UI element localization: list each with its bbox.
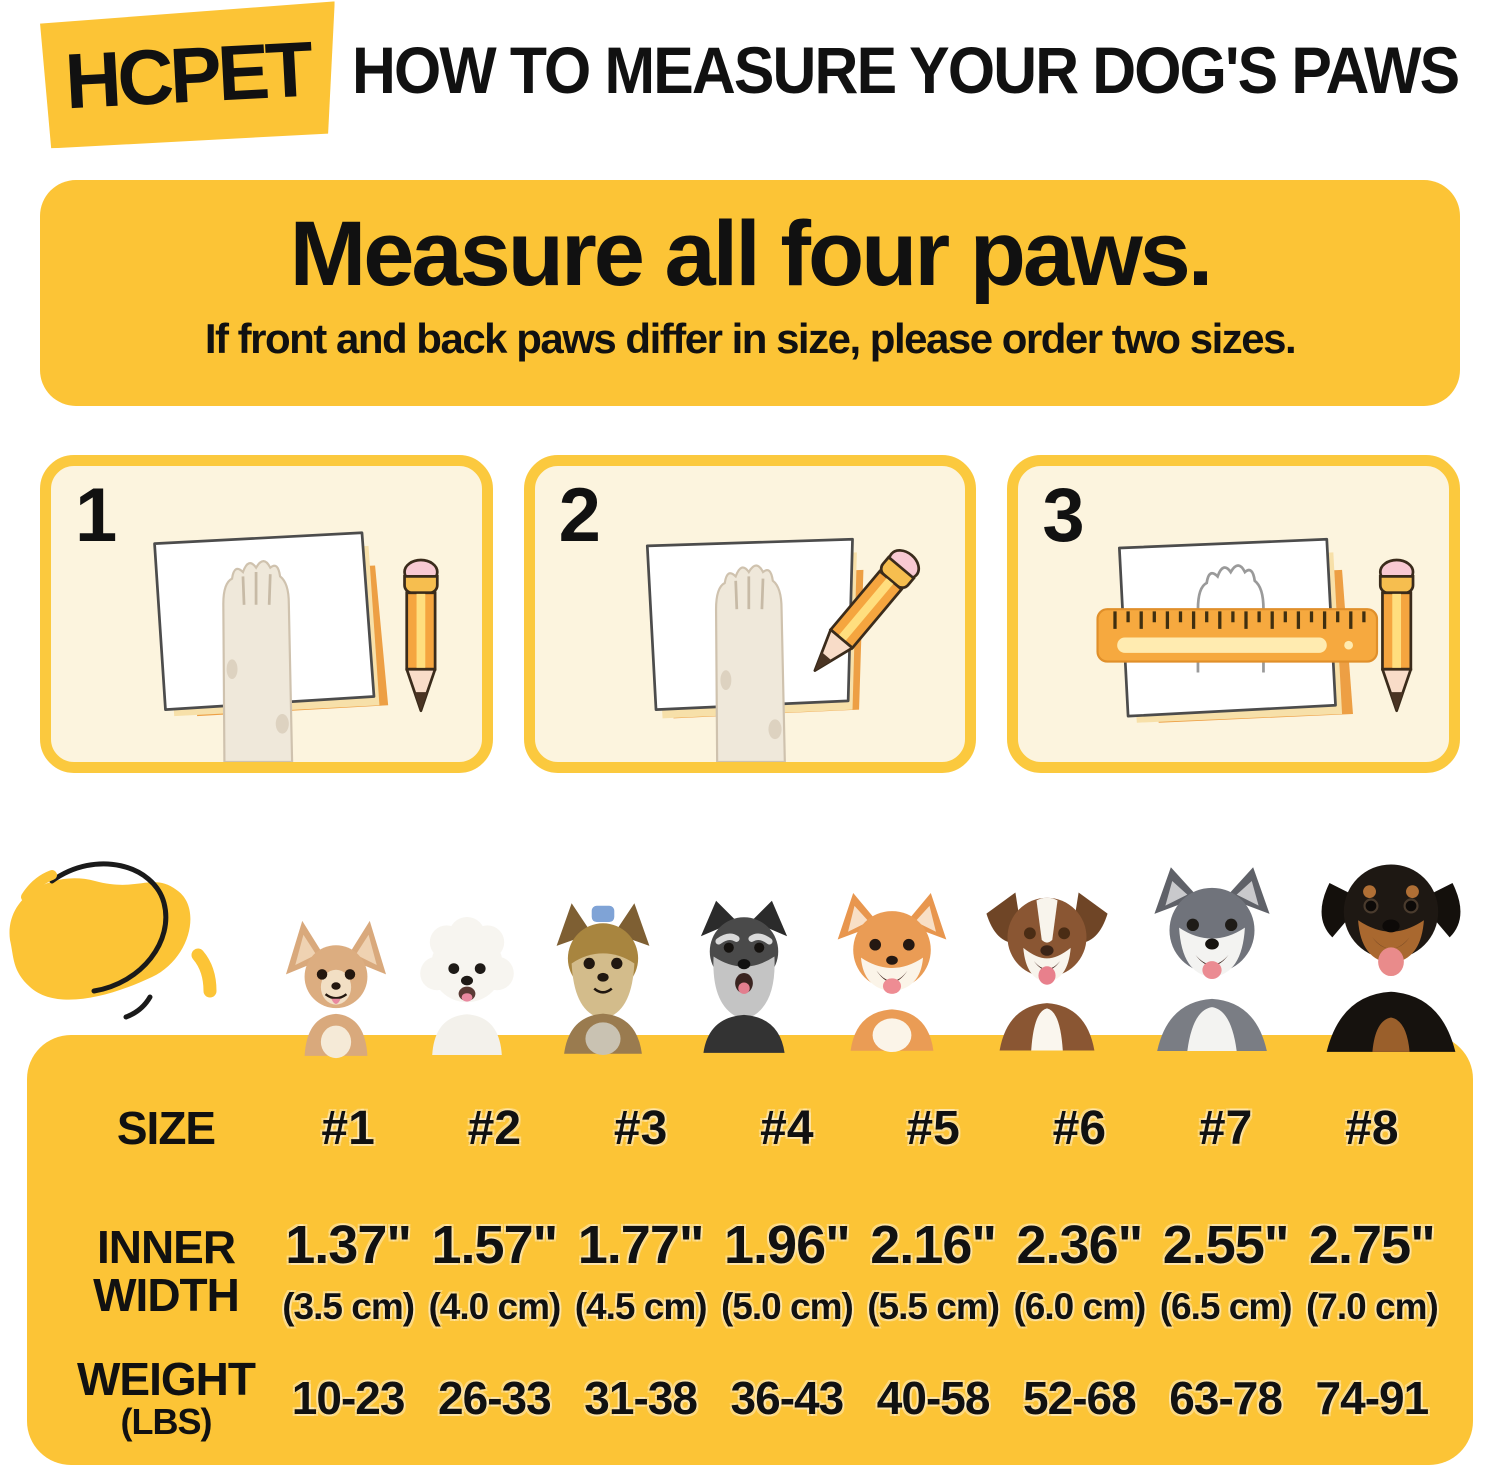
inner-width-row-label: INNER WIDTH	[93, 1220, 240, 1321]
pencil-icon	[403, 558, 439, 713]
inner-width-value: 2.75" (7.0 cm)	[1305, 1215, 1439, 1327]
weight-value: 10-23	[291, 1372, 406, 1425]
size-value: #1	[321, 1101, 375, 1155]
step-number: 3	[1042, 473, 1085, 558]
size-value: #4	[760, 1101, 814, 1155]
weight-row-label: WEIGHT (LBS)	[77, 1353, 256, 1443]
step-number: 1	[75, 473, 118, 558]
weight-value: 26-33	[438, 1372, 552, 1425]
inner-width-value: 1.37" (3.5 cm)	[282, 1215, 415, 1327]
dog-rottweiler-icon	[1321, 864, 1461, 1052]
size-value: #5	[906, 1101, 960, 1155]
dog-miniature-schnauzer-icon	[701, 900, 788, 1053]
swoosh-decoration-icon	[9, 861, 217, 1020]
weight-value: 36-43	[730, 1372, 845, 1425]
dog-shiba-inu-icon	[837, 893, 946, 1053]
banner-subheading: If front and back paws differ in size, p…	[204, 315, 1297, 362]
tracing-paw-illustration	[645, 537, 920, 762]
size-value: #8	[1345, 1101, 1399, 1155]
step-card-3: 3	[1007, 455, 1461, 773]
weight-value: 63-78	[1169, 1372, 1283, 1425]
inner-width-value: 1.77" (4.5 cm)	[574, 1215, 708, 1327]
measure-steps: 1	[40, 455, 1461, 773]
dog-breeds-lineup	[272, 828, 1484, 1062]
paw-outline-icon	[1196, 564, 1266, 673]
dog-alaskan-malamute-icon	[1154, 867, 1270, 1051]
dog-chihuahua-icon	[285, 920, 387, 1059]
ruler-measuring-illustration	[1096, 537, 1415, 723]
size-value: #3	[613, 1101, 668, 1155]
size-value: #2	[467, 1101, 522, 1155]
page-title: HOW TO MEASURE YOUR DOG'S PAWS	[352, 33, 1460, 107]
dog-australian-shepherd-icon	[986, 892, 1108, 1051]
step-card-2: 2	[523, 455, 977, 773]
weight-value: 31-38	[584, 1372, 698, 1425]
measure-banner: Measure all four paws. If front and back…	[40, 180, 1460, 406]
weight-value: 52-68	[1023, 1372, 1137, 1425]
inner-width-value: 2.55" (6.5 cm)	[1159, 1215, 1293, 1327]
pencil-icon	[1379, 558, 1415, 713]
dog-yorkshire-terrier-icon	[556, 903, 650, 1056]
size-chart-table: SIZE #1 #2 #3 #4 #5 #6 #7 #8 INNER WIDTH…	[27, 1035, 1473, 1465]
inner-width-value: 2.16" (5.5 cm)	[867, 1215, 1000, 1327]
paw-on-paper-illustration	[153, 531, 439, 762]
size-row-label: SIZE	[116, 1101, 216, 1154]
dog-bichon-frise-icon	[420, 917, 514, 1055]
size-value: #6	[1052, 1101, 1107, 1155]
size-value: #7	[1198, 1101, 1253, 1155]
step-number: 2	[558, 473, 601, 558]
ruler-icon	[1096, 608, 1379, 663]
weight-value: 74-91	[1315, 1372, 1430, 1425]
weight-value: 40-58	[876, 1372, 991, 1425]
banner-heading: Measure all four paws.	[289, 203, 1214, 305]
brand-logo-text: HCPET	[62, 24, 312, 125]
inner-width-value: 2.36" (6.0 cm)	[1013, 1215, 1146, 1327]
inner-width-value: 1.96" (5.0 cm)	[720, 1215, 854, 1327]
step-card-1: 1	[40, 455, 493, 773]
dog-paw-icon	[714, 564, 786, 762]
dog-paw-icon	[222, 560, 294, 762]
brand-logo: HCPET	[37, 1, 337, 148]
inner-width-value: 1.57" (4.0 cm)	[428, 1215, 561, 1327]
pencil-icon	[813, 549, 920, 672]
